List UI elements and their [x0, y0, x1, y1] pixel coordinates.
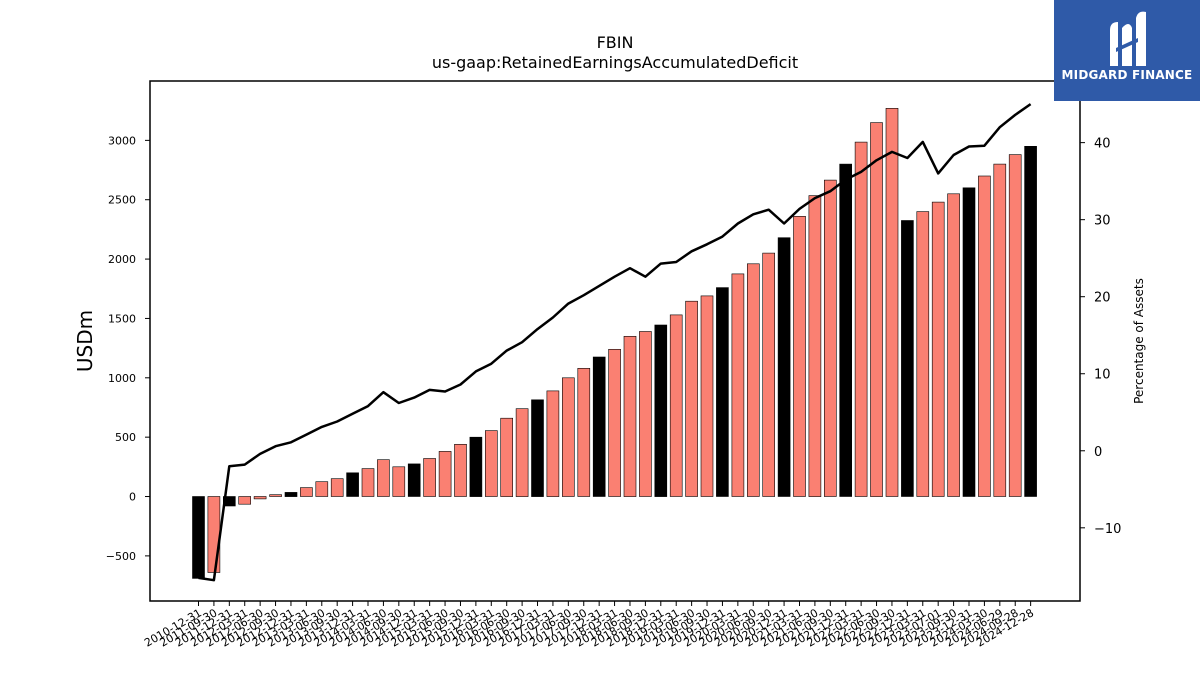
bar-2023-09-30	[947, 193, 960, 497]
bar-2022-03-31	[854, 141, 868, 497]
bar-2021-09-30	[823, 179, 837, 497]
bar-2019-03-31	[669, 314, 683, 497]
line-layer	[198, 103, 1032, 582]
bar-2012-03-31	[238, 496, 251, 505]
bar-2016-03-31	[484, 430, 498, 497]
y2-tick-label: 10	[1094, 368, 1111, 383]
bar-2022-09-30	[885, 108, 899, 497]
bar-2023-07-01	[931, 201, 945, 497]
y-tick-label: 500	[115, 431, 136, 444]
brand-logo: MIDGARD FINANCE	[1054, 0, 1200, 101]
bar-2014-03-31	[361, 468, 375, 497]
bar-2021-03-31	[793, 216, 806, 497]
axes-layer: −500 0 500 1000 1500 2000 2500 3000 −10 0 10 20 30 40…	[106, 134, 1122, 649]
bar-2024-12-28	[1024, 146, 1037, 497]
y-axis-label: USDm	[73, 310, 97, 372]
bar-2012-12-31	[284, 492, 298, 497]
y2-tick-label: 40	[1094, 137, 1111, 152]
y2-tick-label: −10	[1094, 522, 1121, 537]
bar-2019-06-30	[685, 300, 698, 497]
y-tick-label: 0	[129, 491, 136, 504]
bar-2014-09-30	[392, 466, 406, 497]
bar-2024-06-29	[993, 163, 1007, 497]
bar-2019-12-31	[716, 287, 729, 497]
bar-2023-03-31	[916, 211, 930, 497]
y2-axis-label: Percentage of Assets	[1132, 278, 1146, 404]
bar-2020-03-31	[731, 273, 745, 497]
y2-tick-label: 30	[1094, 214, 1111, 229]
bar-2015-12-31	[469, 436, 483, 497]
bar-2020-06-30	[746, 263, 760, 497]
bar-2016-12-31	[531, 399, 544, 497]
bar-2014-12-31	[407, 463, 421, 497]
bar-2021-06-30	[808, 195, 822, 497]
bar-2017-06-30	[561, 377, 575, 497]
y-tick-label: 1500	[108, 312, 136, 325]
bar-2024-09-28	[1008, 154, 1022, 497]
bar-2010-12-31	[192, 496, 205, 579]
y2-tick-label: 0	[1094, 445, 1102, 460]
bar-2013-06-30	[315, 481, 329, 497]
bar-2024-03-30	[978, 175, 991, 497]
bar-2015-09-30	[454, 443, 467, 497]
y-tick-label: 2500	[108, 194, 136, 207]
bar-2013-09-30	[330, 478, 344, 497]
bar-2020-12-31	[777, 237, 791, 497]
bar-2022-06-30	[870, 122, 883, 497]
chart-subtitle: us-gaap:RetainedEarningsAccumulatedDefic…	[432, 53, 798, 72]
bar-2012-06-30	[253, 496, 267, 500]
bar-2017-09-30	[577, 367, 591, 497]
bar-2013-12-31	[346, 472, 359, 497]
bar-2018-06-30	[623, 335, 637, 497]
bar-2011-12-31	[223, 496, 236, 507]
y-tick-label: 2000	[108, 253, 136, 266]
y2-tick-label: 20	[1094, 291, 1111, 306]
chart-title: FBIN	[597, 33, 634, 52]
bar-2015-06-30	[438, 451, 452, 497]
brand-name: MIDGARD FINANCE	[1061, 68, 1193, 82]
bar-2023-12-31	[962, 187, 976, 497]
bar-2022-12-31	[901, 220, 914, 497]
y-tick-label: −500	[106, 550, 136, 563]
bar-2014-06-30	[377, 459, 390, 497]
y-tick-label: 3000	[108, 134, 136, 147]
bar-2018-03-31	[608, 348, 621, 497]
percentage-of-assets-line	[198, 103, 1032, 582]
bar-2021-12-31	[839, 163, 853, 497]
bar-2017-12-31	[592, 356, 606, 497]
midgard-m-icon	[1110, 11, 1146, 67]
bar-2016-06-30	[500, 417, 514, 497]
bar-2012-09-30	[269, 494, 282, 497]
bar-2017-03-31	[546, 390, 560, 497]
bar-2018-09-30	[639, 331, 652, 497]
bar-2019-09-30	[700, 295, 714, 497]
bar-2015-03-31	[423, 458, 436, 497]
bars-layer	[192, 108, 1037, 579]
bar-2016-09-30	[515, 408, 529, 497]
bar-2013-03-31	[300, 487, 313, 497]
y-tick-label: 1000	[108, 372, 136, 385]
bar-2011-09-30	[207, 496, 221, 573]
bar-2018-12-31	[654, 324, 668, 497]
bar-2020-09-30	[762, 252, 776, 497]
